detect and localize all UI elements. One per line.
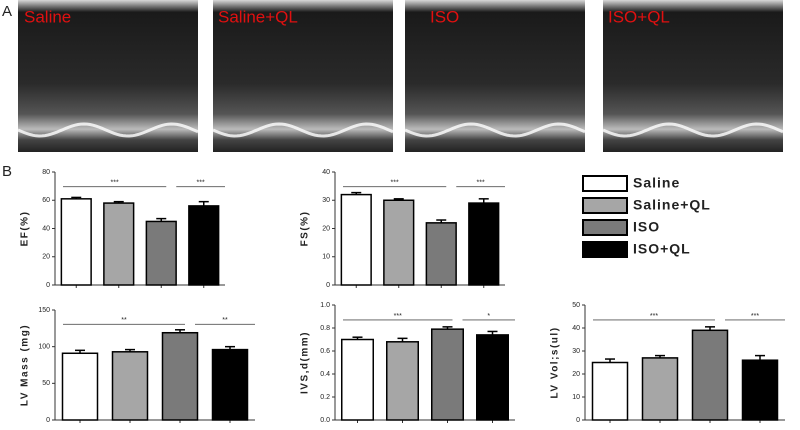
bar xyxy=(340,193,372,286)
bar xyxy=(468,202,500,286)
legend-swatch xyxy=(582,241,628,258)
significance-label: *** xyxy=(111,180,119,187)
y-tick-label: 0.4 xyxy=(320,371,330,378)
panel-label: B xyxy=(2,163,12,180)
y-axis-label: LV Vol;s(ul) xyxy=(550,326,561,398)
bar xyxy=(60,198,92,286)
legend-label: Saline xyxy=(633,175,680,191)
legend-label: ISO+QL xyxy=(633,241,691,257)
panel-label: A xyxy=(2,3,12,20)
legend-swatch xyxy=(582,197,628,214)
echo-image xyxy=(213,0,393,152)
y-tick-label: 0 xyxy=(326,282,330,289)
bar xyxy=(61,352,99,421)
significance-label: ** xyxy=(121,317,127,324)
y-axis-label: LV Mass (mg) xyxy=(20,324,31,406)
echo-wave xyxy=(212,122,394,138)
image-label: ISO xyxy=(430,7,459,26)
image-label: Saline xyxy=(24,7,71,26)
y-tick-label: 40 xyxy=(42,225,50,232)
legend-label: Saline+QL xyxy=(633,197,711,213)
y-tick-label: 20 xyxy=(322,225,330,232)
bar xyxy=(211,348,249,421)
significance-label: *** xyxy=(477,180,485,187)
y-tick-label: 50 xyxy=(572,302,580,309)
y-tick-label: 0.6 xyxy=(320,348,330,355)
bar xyxy=(111,351,149,421)
significance-label: *** xyxy=(197,180,205,187)
legend-swatch xyxy=(582,219,628,236)
echo-wave xyxy=(602,122,784,138)
y-tick-label: 1.0 xyxy=(320,302,330,309)
bar xyxy=(383,199,415,286)
y-tick-label: 30 xyxy=(572,348,580,355)
y-tick-label: 20 xyxy=(572,371,580,378)
y-tick-label: 150 xyxy=(38,307,50,314)
bar xyxy=(431,328,464,421)
significance-label: *** xyxy=(391,180,399,187)
y-tick-label: 60 xyxy=(42,197,50,204)
y-axis-label: EF(%) xyxy=(20,211,31,247)
significance-label: ** xyxy=(222,317,228,324)
bar xyxy=(641,357,679,421)
bar xyxy=(386,341,419,421)
y-tick-label: 30 xyxy=(322,197,330,204)
y-tick-label: 0 xyxy=(576,417,580,424)
echo-images: Saline Saline+QL ISO ISO+QL xyxy=(18,0,783,152)
bar xyxy=(103,202,135,286)
y-tick-label: 0.8 xyxy=(320,325,330,332)
bar xyxy=(425,222,457,286)
echo-wave xyxy=(404,122,586,138)
bar xyxy=(691,329,729,421)
bar xyxy=(591,361,629,421)
image-label: Saline+QL xyxy=(218,7,298,26)
y-tick-label: 10 xyxy=(572,394,580,401)
y-tick-label: 0 xyxy=(46,417,50,424)
y-axis-label: FS(%) xyxy=(300,211,311,247)
y-tick-label: 40 xyxy=(572,325,580,332)
significance-label: *** xyxy=(394,313,402,320)
echo-image xyxy=(603,0,783,152)
echo-image xyxy=(18,0,198,152)
y-axis-label: IVS,d(mm) xyxy=(300,331,311,394)
y-tick-label: 40 xyxy=(322,169,330,176)
significance-label: *** xyxy=(650,313,658,320)
bar xyxy=(476,334,509,421)
y-tick-label: 0 xyxy=(46,282,50,289)
bar xyxy=(145,220,177,286)
bar xyxy=(741,359,779,421)
legend-label: ISO xyxy=(633,219,660,235)
y-tick-label: 20 xyxy=(42,254,50,261)
y-tick-label: 50 xyxy=(42,380,50,387)
legend-swatch xyxy=(582,175,628,192)
y-tick-label: 80 xyxy=(42,169,50,176)
echo-image xyxy=(405,0,585,152)
bar xyxy=(188,205,220,286)
bar xyxy=(341,338,374,421)
significance-label: * xyxy=(487,313,490,320)
y-tick-label: 0.2 xyxy=(320,394,330,401)
echo-wave xyxy=(17,122,199,138)
y-tick-label: 0.0 xyxy=(320,417,330,424)
image-label: ISO+QL xyxy=(608,7,670,26)
y-tick-label: 100 xyxy=(38,344,50,351)
bar xyxy=(161,331,199,421)
significance-label: *** xyxy=(751,313,759,320)
y-tick-label: 10 xyxy=(322,254,330,261)
